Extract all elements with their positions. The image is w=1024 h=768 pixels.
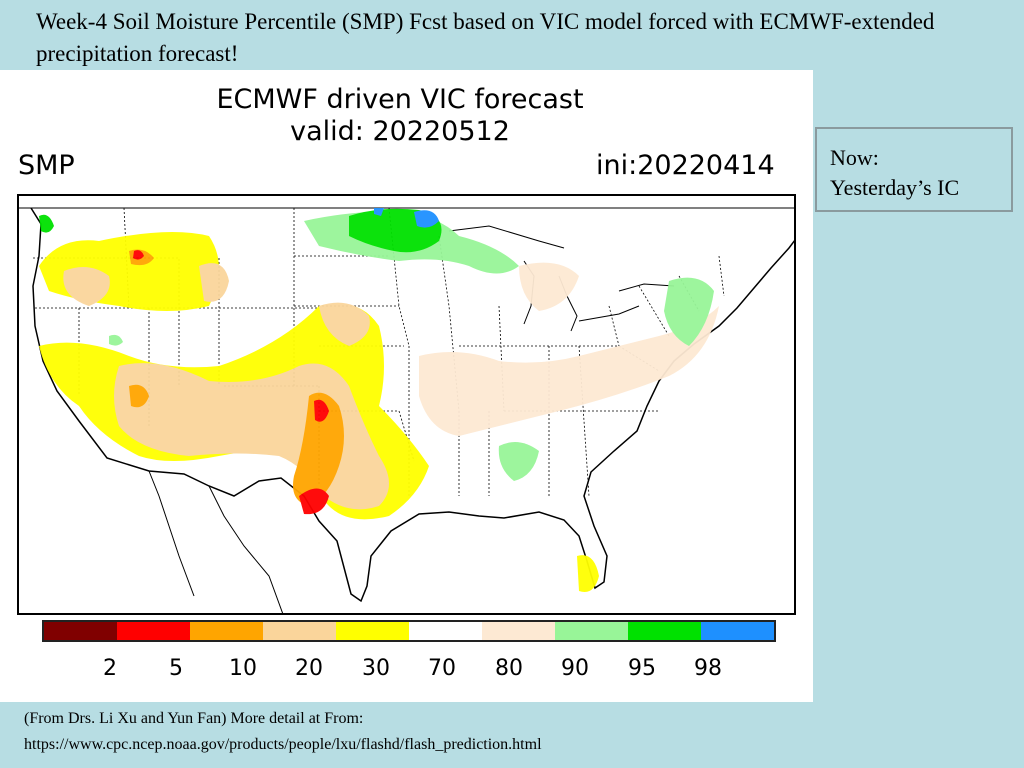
legend-swatch-1 bbox=[117, 622, 190, 640]
init-date-label: ini:20220414 bbox=[596, 150, 775, 181]
legend-tick-label: 98 bbox=[694, 656, 722, 681]
map-title: ECMWF driven VIC forecast valid: 2022051… bbox=[0, 84, 800, 148]
legend-swatch-5 bbox=[409, 622, 482, 640]
note-line2: Yesterday’s IC bbox=[830, 175, 960, 200]
us-outline bbox=[30, 207, 794, 603]
note-line1: Now: bbox=[830, 145, 879, 170]
legend-tick-label: 90 bbox=[561, 656, 589, 681]
legend-tick-label: 10 bbox=[229, 656, 257, 681]
legend-tick-label: 80 bbox=[495, 656, 523, 681]
us-soil-moisture-map bbox=[19, 207, 794, 613]
us-map-frame bbox=[17, 194, 796, 615]
legend-swatch-7 bbox=[555, 622, 628, 640]
legend-tick-label: 95 bbox=[628, 656, 656, 681]
footer-credits: (From Drs. Li Xu and Yun Fan) More detai… bbox=[24, 706, 1004, 758]
footer-credit-line: (From Drs. Li Xu and Yun Fan) More detai… bbox=[24, 710, 364, 727]
legend-swatch-3 bbox=[263, 622, 336, 640]
legend-swatch-8 bbox=[628, 622, 701, 640]
map-title-line2: valid: 20220512 bbox=[290, 116, 510, 147]
legend-tick-label: 5 bbox=[169, 656, 183, 681]
slide-title: Week-4 Soil Moisture Percentile (SMP) Fc… bbox=[36, 9, 935, 66]
footer-url[interactable]: https://www.cpc.ncep.noaa.gov/products/p… bbox=[24, 736, 542, 753]
map-panel: ECMWF driven VIC forecast valid: 2022051… bbox=[0, 70, 813, 702]
variable-label: SMP bbox=[18, 150, 75, 181]
legend-colorbar bbox=[42, 620, 776, 642]
legend-tick-label: 70 bbox=[428, 656, 456, 681]
legend-tick-label: 20 bbox=[295, 656, 323, 681]
map-title-line1: ECMWF driven VIC forecast bbox=[216, 84, 584, 115]
legend-swatch-6 bbox=[482, 622, 555, 640]
legend-swatch-4 bbox=[336, 622, 409, 640]
legend-swatch-9 bbox=[701, 622, 774, 640]
smp-shading bbox=[39, 208, 719, 592]
legend-swatch-2 bbox=[190, 622, 263, 640]
legend-tick-label: 2 bbox=[103, 656, 117, 681]
legend-tick-label: 30 bbox=[362, 656, 390, 681]
legend-swatch-0 bbox=[44, 622, 117, 640]
note-box: Now: Yesterday’s IC bbox=[815, 127, 1013, 212]
